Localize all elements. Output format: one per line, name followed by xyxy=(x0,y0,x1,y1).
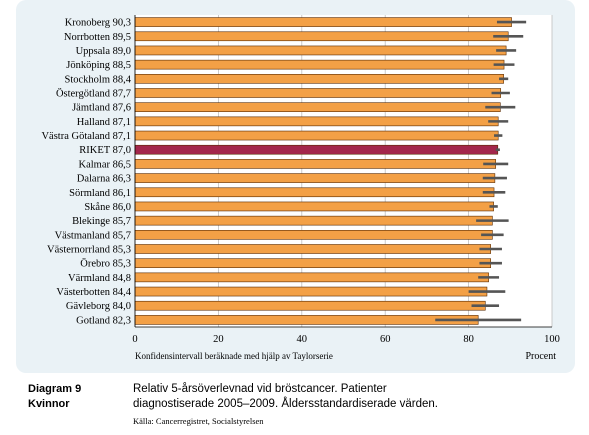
bar xyxy=(134,286,488,297)
bar xyxy=(134,116,499,127)
bar xyxy=(134,215,493,226)
category-label: Värmland 84,8 xyxy=(68,273,131,284)
bar xyxy=(134,173,496,183)
category-label: Västernorrland 85,3 xyxy=(47,245,131,256)
diagram-subgroup: Kvinnor xyxy=(28,398,70,410)
bar xyxy=(134,315,479,325)
diagram-number: Diagram 9 Kvinnor xyxy=(28,382,81,412)
bar xyxy=(134,130,499,141)
x-axis-label: Procent xyxy=(525,351,556,362)
bar xyxy=(134,300,486,311)
diagram-number-line: Diagram 9 xyxy=(28,383,82,395)
bar xyxy=(134,201,494,212)
bar-chart: Kronoberg 90,3 Norrbotten 89,5 Uppsala 89,… xyxy=(41,15,560,362)
category-label: Västra Götaland 87,1 xyxy=(41,131,131,142)
diagram-caption: Relativ 5-årsöverlevnad vid bröstcancer.… xyxy=(133,382,563,412)
bar xyxy=(134,17,512,27)
bar xyxy=(134,45,507,56)
category-label: Kalmar 86,5 xyxy=(79,159,132,170)
category-label: Dalarna 86,3 xyxy=(77,174,131,185)
x-tick-label: 20 xyxy=(213,334,224,345)
bar xyxy=(134,88,502,98)
category-label: Gotland 82,3 xyxy=(76,315,131,326)
bar xyxy=(134,102,501,112)
category-label: Kronoberg 90,3 xyxy=(65,18,131,29)
caption-source: Källa: Cancerregistret, Socialstyrelsen xyxy=(133,416,264,426)
confidence-note: Konfidensintervall beräknade med hjälp a… xyxy=(135,351,333,361)
bar xyxy=(134,258,492,268)
bar xyxy=(134,272,489,283)
category-label: Jönköping 88,5 xyxy=(66,60,131,71)
category-label: Norrbotten 89,5 xyxy=(64,32,131,43)
bar xyxy=(134,74,504,84)
category-label: Uppsala 89,0 xyxy=(76,46,131,57)
bar xyxy=(134,159,497,169)
category-label: Blekinge 85,7 xyxy=(72,216,131,227)
category-label: Gävleborg 84,0 xyxy=(66,301,131,312)
category-label: Stockholm 88,4 xyxy=(64,74,131,85)
bar xyxy=(134,31,509,42)
category-label: Halland 87,1 xyxy=(77,117,131,128)
x-tick-label: 60 xyxy=(380,334,391,345)
bar xyxy=(134,244,492,254)
bar xyxy=(134,230,493,240)
bar xyxy=(134,187,495,198)
category-label: Sörmland 86,1 xyxy=(69,188,131,199)
x-tick-label: 80 xyxy=(463,334,474,345)
x-tick-label: 0 xyxy=(132,334,137,345)
category-label: Östergötland 87,7 xyxy=(56,88,131,100)
x-tick-label: 100 xyxy=(544,334,560,345)
category-label: Skåne 86,0 xyxy=(84,202,131,213)
x-tick-label: 40 xyxy=(297,334,308,345)
chart-panel: Kronoberg 90,3 Norrbotten 89,5 Uppsala 89,… xyxy=(16,0,575,373)
category-label: Västerbotten 84,4 xyxy=(56,287,131,298)
category-label: Jämtland 87,6 xyxy=(72,103,131,114)
category-label: RIKET 87,0 xyxy=(79,145,131,156)
bar xyxy=(134,59,505,70)
category-label: Örebro 85,3 xyxy=(80,258,131,270)
bar xyxy=(134,144,499,155)
caption-line-2: diagnostiserade 2005–2009. Åldersstandar… xyxy=(133,398,438,410)
category-label: Västmanland 85,7 xyxy=(55,230,131,241)
caption-line-1: Relativ 5-årsöverlevnad vid bröstcancer.… xyxy=(133,383,387,395)
